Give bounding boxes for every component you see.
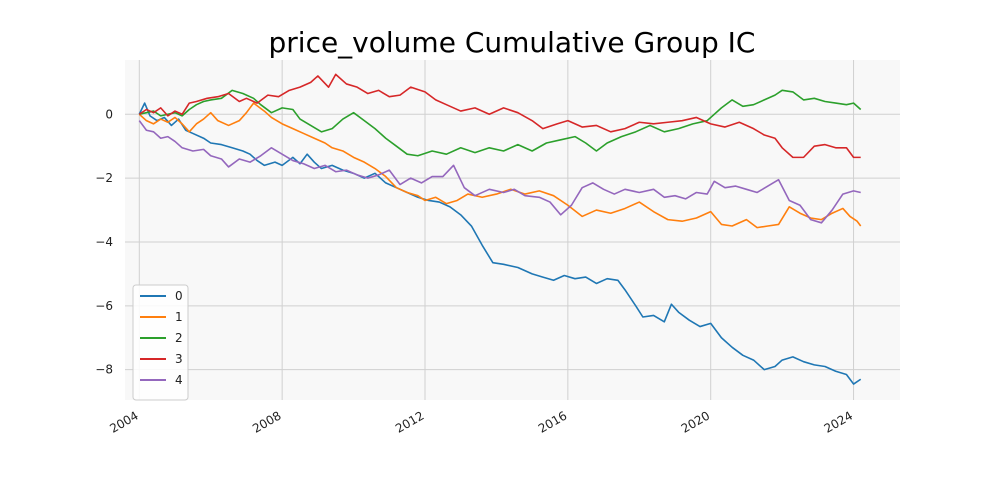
y-tick-label: −4: [95, 235, 113, 249]
series-line-2: [139, 89, 862, 157]
series-line-4: [138, 120, 861, 224]
grid: [125, 60, 900, 400]
series-line-3: [138, 73, 861, 159]
y-tick-label: −8: [95, 363, 113, 377]
legend-box: [132, 284, 189, 401]
y-tick-label: −6: [95, 299, 113, 313]
series-line-0: [138, 102, 862, 385]
series-line-1: [138, 102, 862, 229]
series-lines: [138, 73, 862, 385]
y-axis-ticks: 0 −2 −4 −6 −8: [95, 107, 113, 376]
chart-title: price_volume Cumulative Group IC: [269, 26, 756, 59]
legend-label: 2: [175, 331, 183, 345]
legend-label: 1: [175, 310, 183, 324]
plot-area: [125, 60, 900, 400]
legend-label: 3: [175, 352, 183, 366]
legend-label: 4: [175, 373, 183, 387]
legend-label: 0: [175, 289, 183, 303]
y-tick-label: −2: [95, 171, 113, 185]
y-tick-label: 0: [105, 107, 113, 121]
legend: 0 1 2 3 4: [132, 284, 189, 401]
